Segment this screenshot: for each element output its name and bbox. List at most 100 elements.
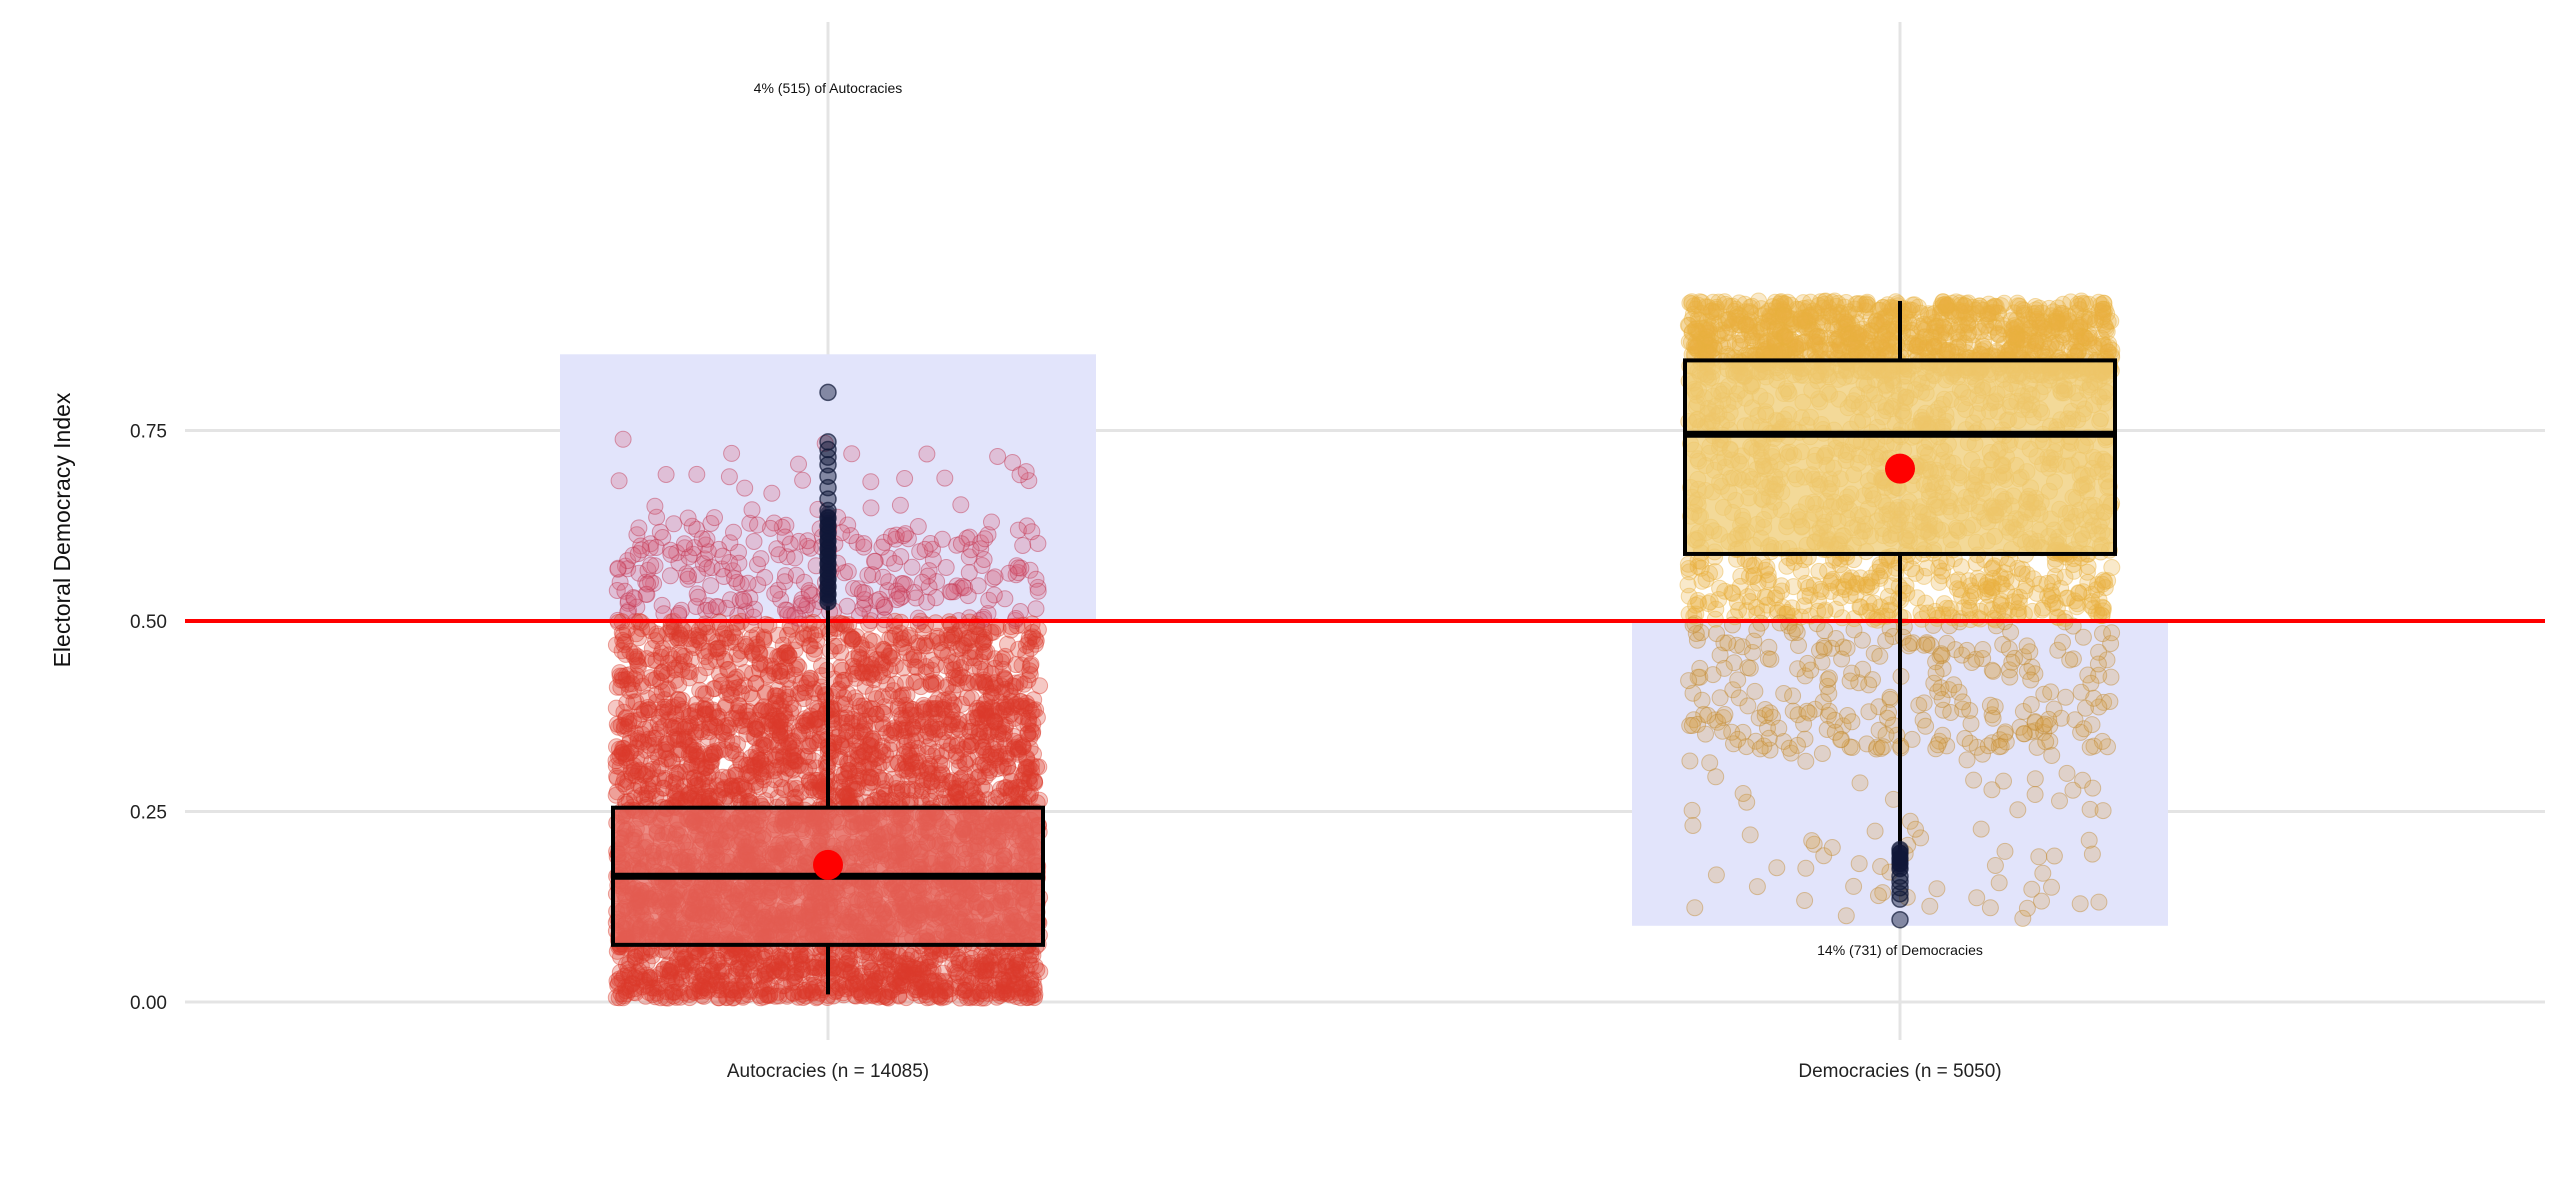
jitter-point	[867, 651, 885, 668]
jitter-point	[700, 976, 718, 994]
jitter-point	[975, 671, 992, 689]
jitter-point	[912, 678, 930, 696]
jitter-point	[928, 627, 946, 645]
jitter-point	[685, 982, 703, 999]
jitter-point	[1010, 745, 1028, 763]
jitter-point	[980, 591, 998, 609]
jitter-point	[944, 684, 962, 702]
jitter-point	[1981, 899, 1999, 917]
jitter-point	[863, 566, 881, 584]
jitter-point	[895, 737, 913, 755]
jitter-point	[688, 742, 706, 760]
jitter-point	[862, 499, 880, 517]
jitter-point	[715, 625, 733, 643]
jitter-point	[793, 961, 811, 979]
jitter-point	[687, 702, 705, 720]
jitter-point	[942, 626, 960, 644]
jitter-point	[947, 783, 965, 801]
jitter-point	[754, 768, 772, 785]
jitter-point	[635, 733, 653, 751]
jitter-point	[911, 987, 929, 1004]
jitter-point	[689, 588, 707, 606]
jitter-point	[846, 967, 864, 985]
jitter-point	[994, 650, 1012, 668]
jitter-point	[625, 762, 643, 779]
jitter-point	[958, 689, 976, 707]
jitter-point	[758, 712, 776, 730]
jitter-point	[747, 954, 765, 972]
jitter-point	[902, 750, 920, 767]
jitter-point	[1027, 632, 1045, 650]
jitter-point	[896, 754, 914, 772]
jitter-point	[982, 685, 1000, 703]
jitter-point	[688, 748, 706, 766]
jitter-point	[996, 957, 1014, 975]
jitter-point	[997, 701, 1015, 719]
jitter-point	[725, 679, 743, 697]
jitter-point	[832, 644, 850, 661]
jitter-point	[924, 720, 942, 738]
jitter-point	[1029, 578, 1047, 596]
jitter-point	[845, 781, 863, 799]
jitter-point	[881, 629, 899, 647]
jitter-point	[685, 769, 703, 787]
jitter-point	[805, 968, 823, 986]
jitter-point	[844, 711, 862, 728]
jitter-point	[976, 756, 994, 774]
jitter-point	[642, 535, 660, 553]
jitter-point	[725, 523, 742, 541]
jitter-point	[857, 663, 875, 681]
jitter-point	[707, 598, 725, 615]
jitter-point	[907, 965, 925, 983]
jitter-point	[975, 741, 993, 759]
jitter-point	[848, 659, 866, 677]
jitter-point	[809, 771, 827, 789]
jitter-point	[986, 977, 1004, 994]
jitter-point	[855, 743, 873, 760]
jitter-point	[994, 971, 1012, 989]
jitter-point	[610, 749, 628, 766]
jitter-point	[809, 959, 827, 977]
jitter-point	[968, 708, 986, 726]
jitter-point	[935, 710, 953, 728]
jitter-point	[701, 713, 719, 731]
jitter-point	[1018, 517, 1036, 535]
jitter-point	[682, 746, 700, 764]
jitter-point	[770, 947, 788, 965]
jitter-point	[972, 985, 990, 1003]
jitter-point	[864, 700, 881, 718]
jitter-point	[933, 700, 951, 718]
jitter-point	[923, 661, 941, 679]
jitter-point	[720, 468, 738, 486]
jitter-point	[613, 624, 631, 642]
jitter-point	[719, 769, 737, 787]
jitter-point	[987, 676, 1005, 694]
jitter-point	[846, 767, 864, 785]
jitter-point	[786, 660, 804, 678]
jitter-point	[767, 967, 785, 985]
jitter-point	[984, 679, 1002, 697]
jitter-point	[679, 755, 697, 773]
jitter-point	[700, 719, 718, 737]
jitter-point	[732, 960, 750, 978]
jitter-point	[746, 720, 764, 738]
jitter-point	[717, 723, 735, 741]
jitter-point	[969, 699, 987, 717]
jitter-point	[738, 756, 755, 774]
jitter-point	[996, 671, 1014, 689]
jitter-point	[792, 594, 810, 612]
jitter-point	[1022, 956, 1039, 974]
jitter-point	[697, 536, 715, 554]
jitter-point	[1739, 697, 1757, 715]
jitter-point	[751, 739, 769, 757]
jitter-point	[801, 976, 819, 994]
jitter-point	[888, 774, 906, 792]
jitter-point	[704, 701, 722, 719]
jitter-point	[1020, 774, 1038, 791]
jitter-point	[877, 746, 895, 764]
jitter-point	[769, 710, 787, 728]
jitter-point	[976, 714, 994, 732]
jitter-point	[656, 698, 674, 716]
jitter-point	[750, 644, 768, 662]
jitter-point	[1707, 768, 1725, 786]
